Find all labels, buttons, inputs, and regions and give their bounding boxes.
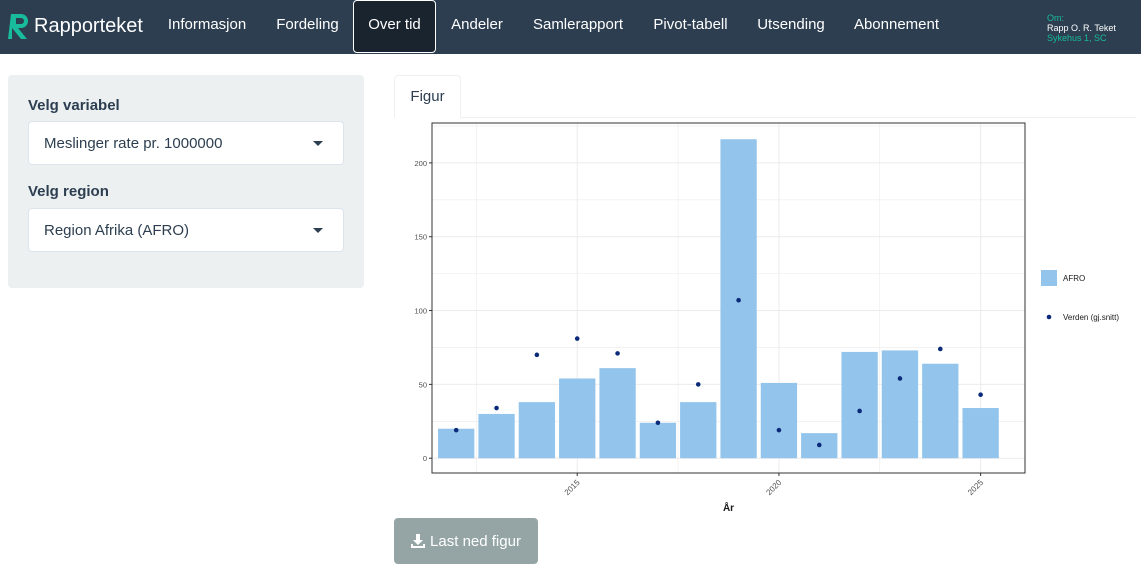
user-unit: Sykehus 1, SC [1047,33,1107,43]
rapporteket-logo [8,14,28,39]
variable-label: Velg variabel [28,97,120,114]
plot-panel-border [431,122,1026,474]
point-verden-2013 [494,405,499,411]
point-verden-2019 [736,297,741,303]
download-figure-button[interactable]: Last ned figur [394,518,538,564]
bar-afro-2025 [962,408,999,459]
sidebar-panel: Velg variabel Meslinger rate pr. 1000000… [8,75,364,288]
legend: AFRO Verden (gj.snitt) [1041,270,1119,322]
points-layer [453,297,983,448]
user-info[interactable]: Om: Rapp O. R. Teket Sykehus 1, SC [1047,13,1116,43]
x-tick-label: 2025 [966,478,985,497]
tab-fordeling[interactable]: Fordeling [276,16,339,33]
bar-afro-2017 [639,422,677,459]
y-tick-label: 100 [414,307,427,316]
point-verden-2020 [776,427,782,433]
y-tick-label: 0 [423,454,427,463]
bar-afro-2012 [438,428,475,459]
user-name: Rapp O. R. Teket [1047,23,1116,33]
brand-title: Rapporteket [34,15,143,37]
tab-pivot-tabell[interactable]: Pivot-tabell [653,16,728,33]
bars-layer [438,139,999,459]
brand[interactable]: Rapporteket [8,8,143,44]
tab-informasjon[interactable]: Informasjon [167,16,247,33]
y-tick-label: 150 [414,233,427,242]
tab-samlerapport[interactable]: Samlerapport [532,16,624,33]
bar-afro-2024 [922,363,959,459]
download-label: Last ned figur [430,532,521,550]
legend-key-afro [1041,270,1057,286]
bar-afro-2020 [760,382,798,459]
bar-afro-2016 [599,368,636,459]
point-verden-2021 [816,442,822,448]
point-verden-2015 [574,336,580,341]
bar-afro-2018 [680,402,717,459]
bar-afro-2013 [478,413,515,459]
bar-afro-2015 [559,378,596,459]
point-verden-2012 [453,427,459,433]
tab-andeler[interactable]: Andeler [451,16,503,33]
tab-over-tid[interactable]: Over tid [353,0,436,53]
region-select-value: Region Afrika (AFRO) [44,222,190,239]
user-role-label: Om: [1047,13,1064,23]
variable-select[interactable]: Meslinger rate pr. 1000000 [28,121,344,165]
legend-label-verden: Verden (gj.snitt) [1063,313,1119,322]
x-tick-label: 2015 [563,478,582,497]
x-axis-title: År [723,501,734,514]
point-verden-2017 [655,420,661,426]
chevron-down-icon [313,228,323,233]
region-select[interactable]: Region Afrika (AFRO) [28,208,344,252]
point-verden-2014 [534,352,540,358]
point-verden-2022 [857,408,862,414]
bar-afro-2014 [518,402,556,459]
x-tick-label: 2020 [764,478,783,497]
point-verden-2023 [897,376,903,381]
y-tick-label: 200 [414,159,427,168]
tab-abonnement[interactable]: Abonnement [853,16,940,33]
tab-strip-line [394,117,1136,118]
navbar: Rapporteket Informasjon Fordeling Over t… [0,0,1141,54]
legend-label-afro: AFRO [1063,274,1085,283]
region-label: Velg region [28,183,109,200]
point-verden-2018 [695,382,701,387]
point-verden-2024 [937,346,943,352]
chart: 0 50 100 150 200 2015 2020 2025 År AFRO Verden … [414,122,1119,514]
download-icon [411,534,426,548]
tab-figur[interactable]: Figur [394,75,461,118]
bar-afro-2023 [881,350,919,459]
y-tick-label: 50 [419,380,427,389]
tab-utsending[interactable]: Utsending [757,16,825,33]
point-verden-2025 [978,392,983,398]
bar-afro-2022 [841,351,878,459]
chevron-down-icon [313,141,323,146]
variable-select-value: Meslinger rate pr. 1000000 [44,135,223,152]
point-verden-2016 [615,351,620,356]
legend-key-verden [1046,314,1052,320]
